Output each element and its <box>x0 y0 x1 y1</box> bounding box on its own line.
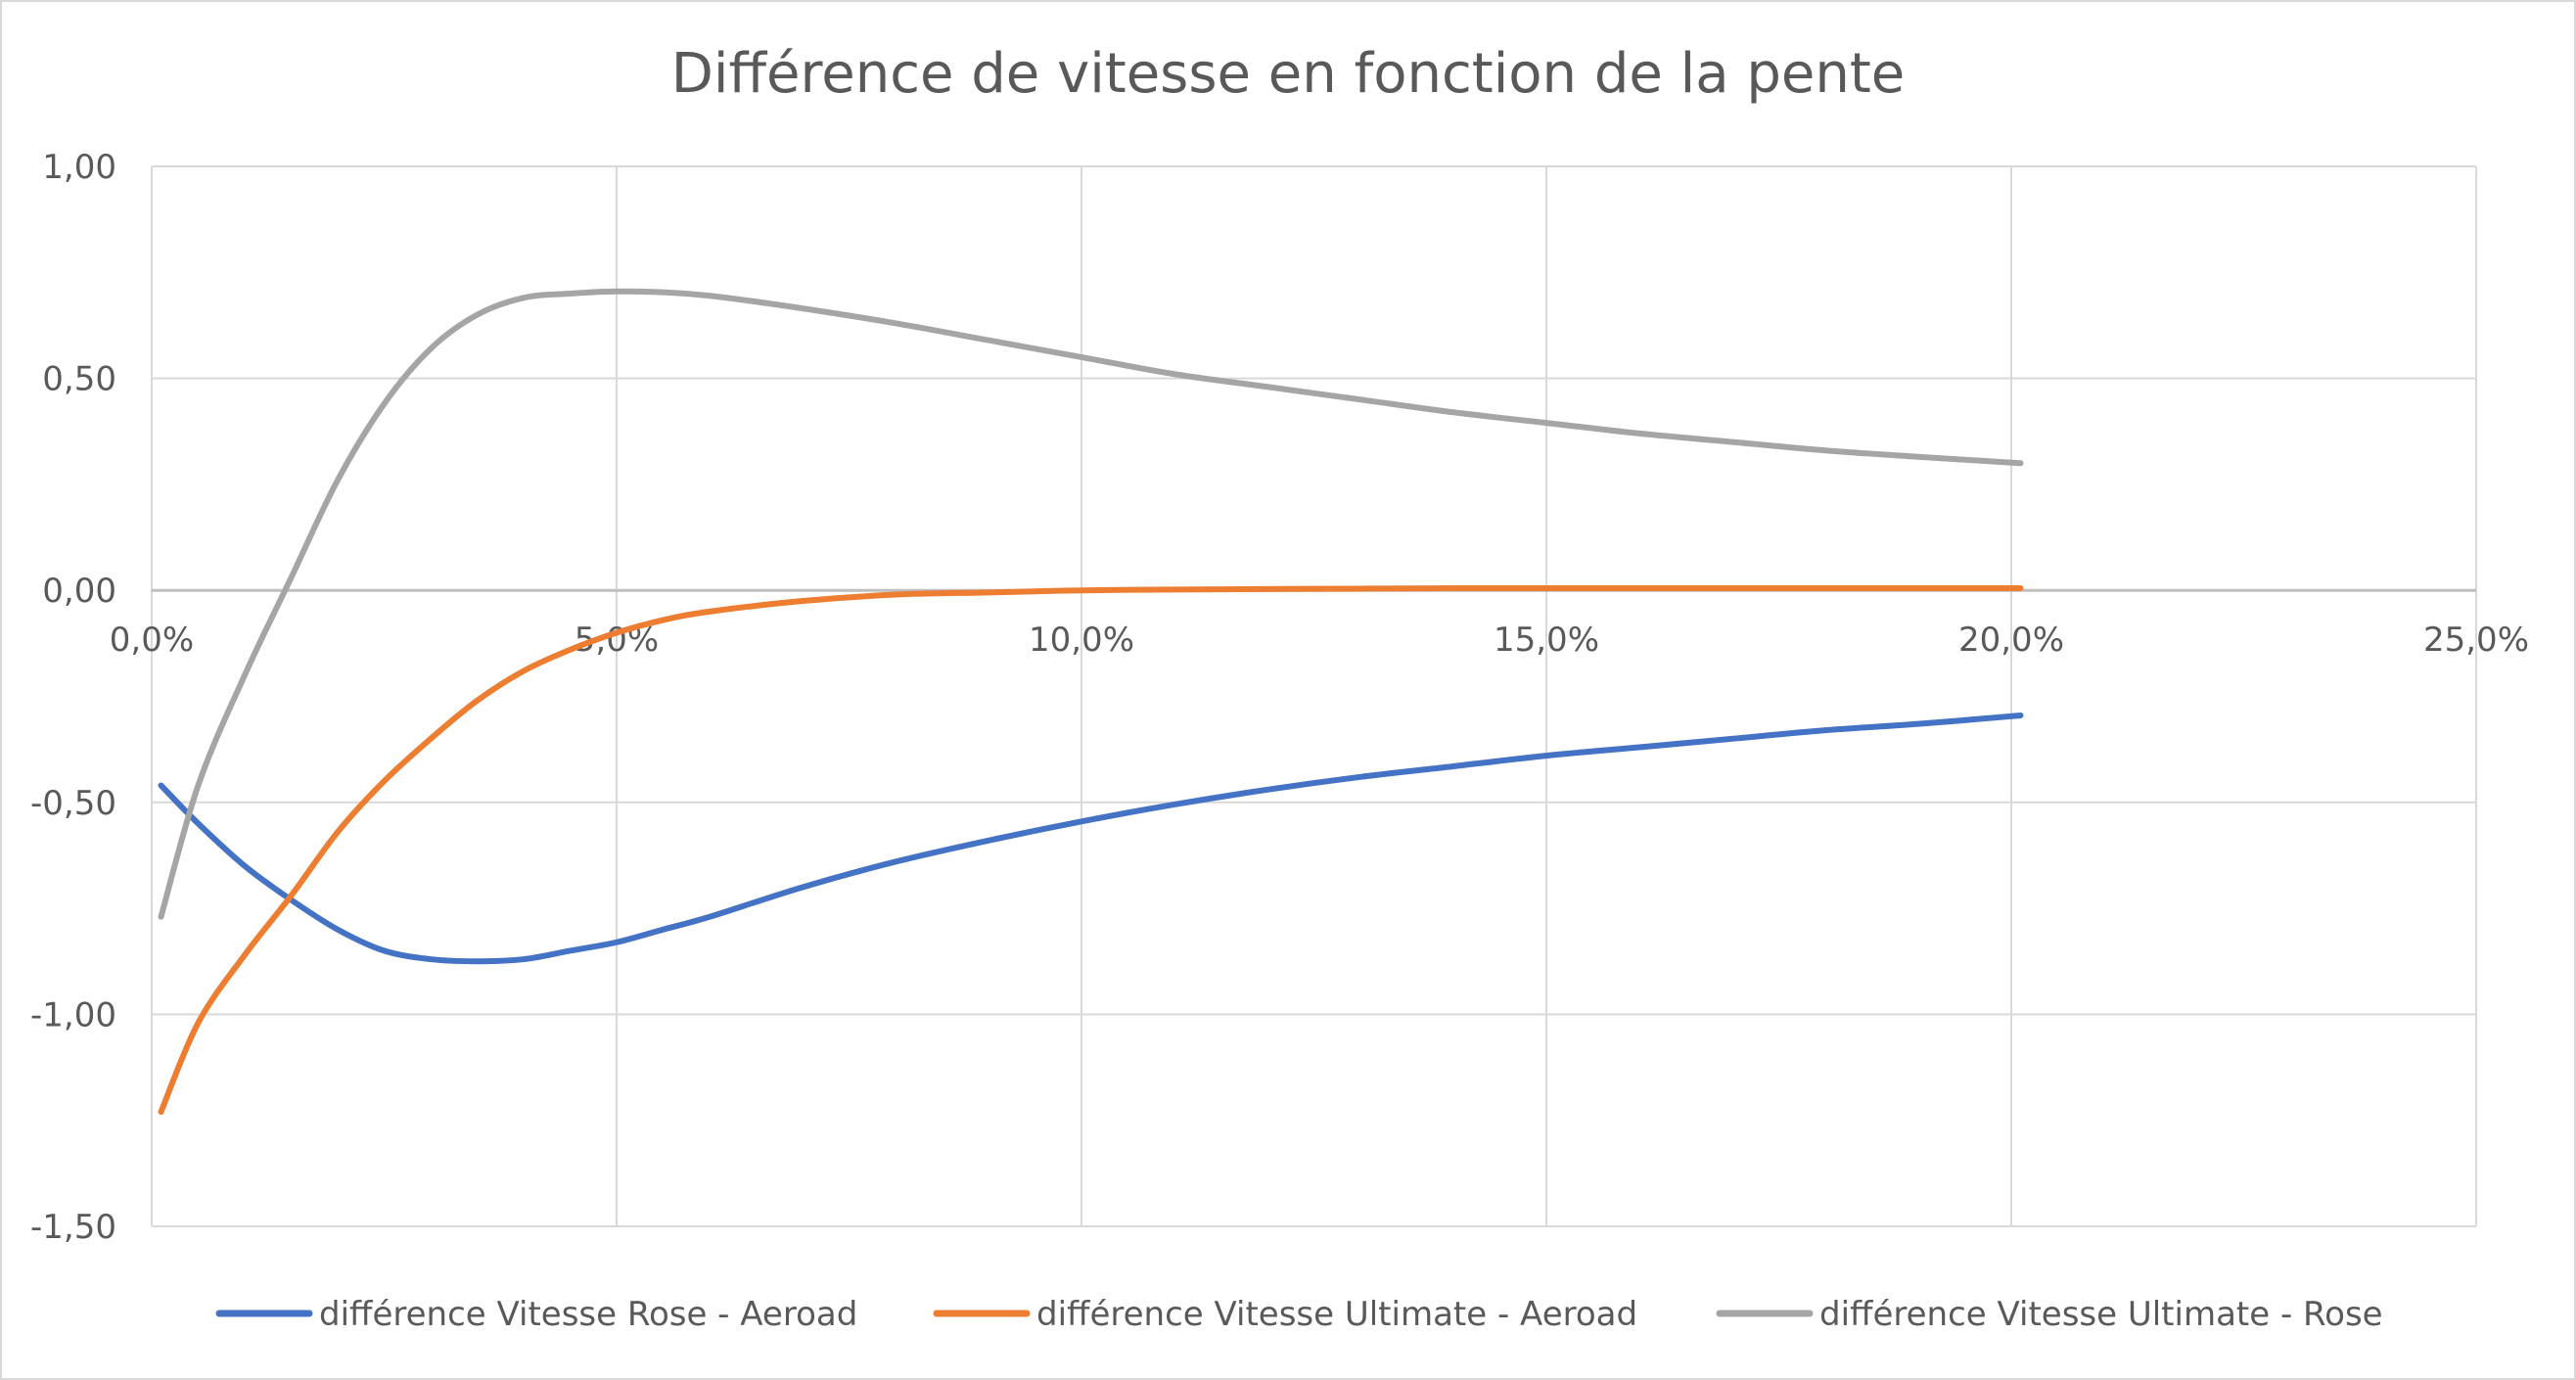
series-line-ultimate-aeroad <box>158 584 2024 1116</box>
grid-lines <box>151 165 2477 1227</box>
x-tick-label: 25,0% <box>2423 621 2529 660</box>
x-tick-label: 0,0% <box>110 621 194 660</box>
series-lines <box>158 288 2024 1116</box>
y-tick-label: -1,00 <box>30 995 116 1035</box>
y-tick-label: -1,50 <box>30 1208 116 1247</box>
series-line-rose-aeroad <box>158 712 2024 965</box>
legend: différence Vitesse Rose - Aeroad différen… <box>215 1295 2383 1334</box>
y-tick-label: 0,50 <box>42 360 116 399</box>
legend-label: différence Vitesse Ultimate - Aeroad <box>1036 1295 1637 1334</box>
axes: 1,000,500,00-0,50-1,00-1,500,0% 5,0% 10,0%… <box>30 148 2529 1247</box>
y-tick-label: 1,00 <box>42 148 116 187</box>
x-tick-label: 20,0% <box>1958 621 2064 660</box>
y-tick-label: -0,50 <box>30 784 116 823</box>
chart-title: Différence de vitesse en fonction de la … <box>671 42 1905 106</box>
y-tick-label: 0,00 <box>42 572 116 611</box>
legend-label: différence Vitesse Ultimate - Rose <box>1819 1295 2383 1334</box>
legend-label: différence Vitesse Rose - Aeroad <box>319 1295 857 1334</box>
series-line-ultimate-rose <box>158 288 2024 920</box>
x-tick-label: 15,0% <box>1494 621 1599 660</box>
x-tick-label: 10,0% <box>1029 621 1134 660</box>
